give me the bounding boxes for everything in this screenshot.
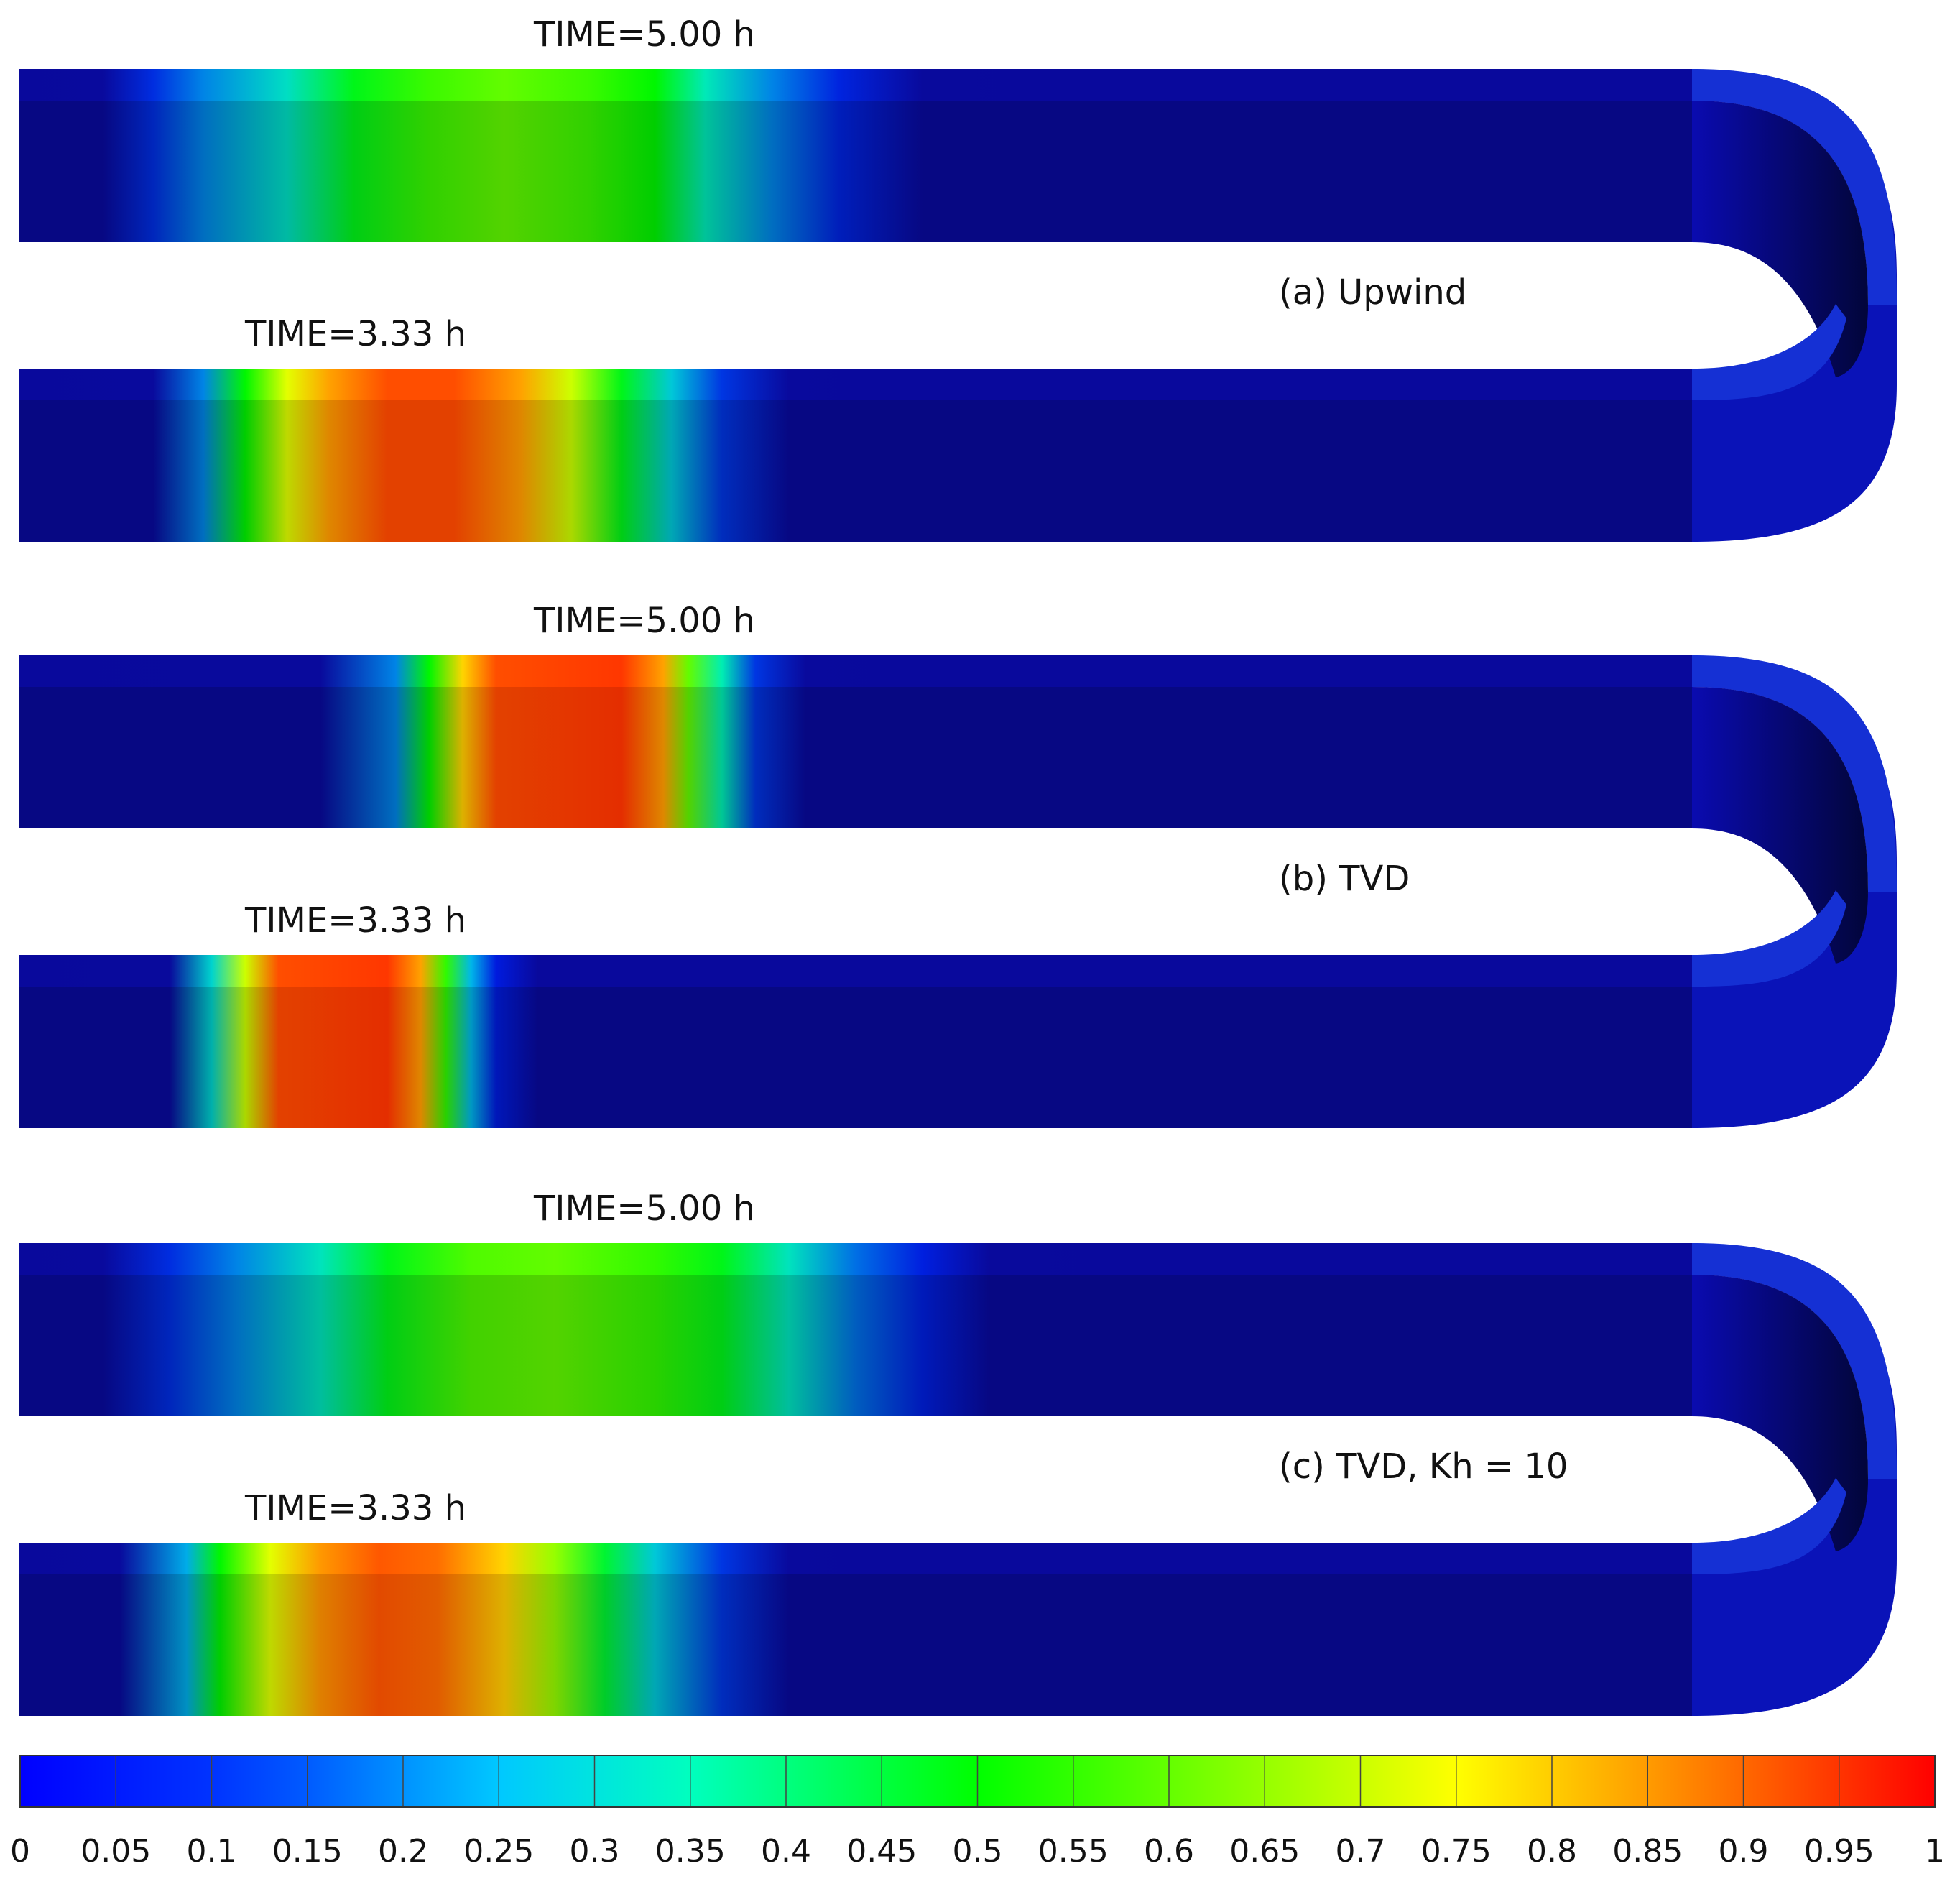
colorbar-tick-label: 0.35	[655, 1833, 726, 1870]
bend-lower-rim	[1692, 304, 1846, 400]
colorbar-tick-label: 0.8	[1527, 1833, 1577, 1870]
bend-top-rim	[1692, 655, 1897, 892]
bend-top-rim	[1692, 69, 1897, 305]
panel-caption: (a) Upwind	[1279, 272, 1466, 313]
bend-outer-wall	[1692, 1275, 1897, 1716]
colorbar-tick-label: 0.95	[1804, 1833, 1875, 1870]
bend-outer-wall	[1692, 101, 1897, 542]
time-label-upper: TIME=5.00 h	[533, 601, 755, 641]
colorbar-segment	[1839, 1755, 1936, 1808]
colorbar-segment	[1168, 1755, 1266, 1808]
panel-c: TIME=5.00 h TIME=3.33 h (c) TVD, Kh = 10	[19, 1188, 1897, 1716]
colorbar-tick-label: 0.1	[187, 1833, 237, 1870]
time-label-lower: TIME=3.33 h	[244, 1488, 466, 1528]
time-label-lower: TIME=3.33 h	[244, 900, 466, 941]
lower-leg-top-face	[19, 369, 1692, 400]
lower-leg-side	[19, 1574, 1692, 1716]
upper-leg-side	[19, 101, 1692, 242]
colorbar: 0 0.05 0.1 0.15 0.2 0.25 0.3 0.35 0.4 0.45 0.5 0.55…	[10, 1755, 1945, 1870]
bend-inner-wall	[1692, 1275, 1868, 1551]
colorbar-segment	[690, 1755, 787, 1808]
colorbar-tick-label: 0.55	[1038, 1833, 1109, 1870]
lower-leg-side	[19, 400, 1692, 542]
colorbar-tick-label: 0.65	[1229, 1833, 1300, 1870]
colorbar-segment	[115, 1755, 213, 1808]
colorbar-tick-label: 0.2	[378, 1833, 428, 1870]
colorbar-tick-label: 0.25	[463, 1833, 534, 1870]
colorbar-segment	[402, 1755, 500, 1808]
colorbar-tick-label: 0	[10, 1833, 30, 1870]
upper-leg-top-face	[19, 655, 1692, 687]
lower-leg-top-face	[19, 955, 1692, 987]
colorbar-segment	[1647, 1755, 1744, 1808]
upper-leg-top-face	[19, 1243, 1692, 1275]
upper-leg-side	[19, 1275, 1692, 1416]
colorbar-tick-label: 0.9	[1719, 1833, 1769, 1870]
colorbar-segment	[785, 1755, 883, 1808]
colorbar-segment	[1551, 1755, 1649, 1808]
colorbar-segment	[1073, 1755, 1170, 1808]
panel-b: TIME=5.00 h TIME=3.33 h (b) TVD	[19, 601, 1897, 1128]
colorbar-tick-label: 0.45	[846, 1833, 917, 1870]
colorbar-tick-label: 0.3	[570, 1833, 620, 1870]
colorbar-tick-label: 0.7	[1336, 1833, 1386, 1870]
time-label-lower: TIME=3.33 h	[244, 314, 466, 354]
colorbar-tick-label: 0.15	[272, 1833, 343, 1870]
time-label-upper: TIME=5.00 h	[533, 14, 755, 55]
colorbar-segment	[1264, 1755, 1362, 1808]
panel-a: TIME=5.00 h TIME=3.33 h (a) Upwind	[19, 14, 1897, 542]
colorbar-segment	[1359, 1755, 1457, 1808]
colorbar-segment	[498, 1755, 596, 1808]
colorbar-tick-label: 0.75	[1421, 1833, 1492, 1870]
colorbar-segment	[881, 1755, 979, 1808]
panel-caption: (b) TVD	[1279, 859, 1410, 899]
colorbar-frame	[19, 1755, 1936, 1808]
colorbar-segment	[593, 1755, 691, 1808]
time-label-upper: TIME=5.00 h	[533, 1188, 755, 1229]
colorbar-tick-label: 0.5	[953, 1833, 1003, 1870]
colorbar-tick-label: 0.4	[761, 1833, 811, 1870]
colorbar-tick-label: 0.6	[1144, 1833, 1194, 1870]
colorbar-segment	[1742, 1755, 1840, 1808]
bend-lower-rim	[1692, 890, 1846, 987]
bend-outer-wall	[1692, 687, 1897, 1128]
upper-leg-side	[19, 687, 1692, 828]
lower-leg-side	[19, 987, 1692, 1128]
colorbar-segment	[976, 1755, 1074, 1808]
bend-top-rim	[1692, 1243, 1897, 1479]
colorbar-segment	[307, 1755, 405, 1808]
colorbar-tick-label: 1	[1925, 1833, 1945, 1870]
upper-leg-top-face	[19, 69, 1692, 101]
bend-lower-rim	[1692, 1478, 1846, 1574]
lower-leg-top-face	[19, 1543, 1692, 1574]
colorbar-tick-label: 0.05	[80, 1833, 151, 1870]
colorbar-segment	[211, 1755, 308, 1808]
bend-inner-wall	[1692, 101, 1868, 377]
bend-inner-wall	[1692, 687, 1868, 964]
colorbar-segment	[19, 1755, 117, 1808]
colorbar-segment	[1456, 1755, 1553, 1808]
panel-caption: (c) TVD, Kh = 10	[1279, 1446, 1568, 1487]
colorbar-tick-label: 0.85	[1612, 1833, 1683, 1870]
